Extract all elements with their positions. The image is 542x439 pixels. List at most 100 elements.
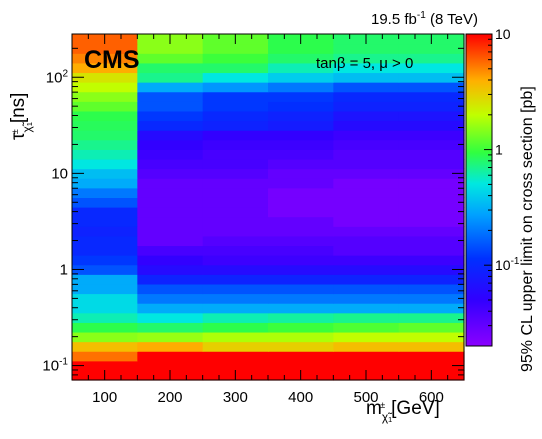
heatmap-cell (268, 110, 334, 122)
y-tick-label: 10 (51, 165, 68, 182)
heatmap-cell (333, 322, 400, 333)
heatmap-cell (268, 158, 334, 170)
heatmap-cell (268, 351, 334, 362)
heatmap-cell (137, 206, 204, 218)
heatmap-cell (398, 312, 465, 323)
heatmap-cell (72, 235, 138, 247)
heatmap-cell (72, 130, 138, 141)
heatmap-cell (268, 101, 334, 112)
heatmap-cell (72, 62, 138, 74)
y-axis-unit: [ns] (8, 93, 29, 124)
heatmap-cell (202, 168, 269, 179)
heatmap-cell (398, 187, 465, 198)
heatmap-cell (333, 331, 400, 343)
heatmap-cell (333, 283, 400, 295)
heatmap-cell (333, 293, 400, 304)
heatmap-cell (202, 312, 269, 323)
heatmap-cell (137, 130, 204, 141)
heatmap-cell (72, 293, 138, 304)
heatmap-cell (202, 101, 269, 112)
heatmap-cell (333, 82, 400, 93)
z-axis-title: 95% CL upper limit on cross section [pb] (519, 86, 536, 372)
heatmap-cell (398, 139, 465, 150)
x-tick-label: 400 (288, 389, 313, 406)
heatmap-cell (137, 255, 204, 266)
heatmap-cell (268, 303, 334, 314)
heatmap-cell (398, 226, 465, 237)
heatmap-cell (268, 245, 334, 256)
heatmap-cell (398, 43, 465, 54)
heatmap-cell (202, 206, 269, 218)
heatmap-cell (72, 178, 138, 189)
heatmap-cell (72, 264, 138, 275)
heatmap-cell (72, 341, 138, 352)
heatmap-cell (202, 43, 269, 54)
heatmap-cell (333, 72, 400, 83)
y-tick-label: 1 (60, 261, 68, 278)
x-tick-label: 600 (419, 389, 444, 406)
heatmap-cell (268, 130, 334, 141)
heatmap-cell (268, 72, 334, 83)
lumi-label: 19.5 fb-1 (8 TeV) (371, 10, 478, 28)
heatmap-cell (333, 274, 400, 285)
heatmap-cell (333, 62, 400, 74)
heatmap-cell (137, 101, 204, 112)
heatmap-cell (268, 235, 334, 247)
y-axis: 10-1 1 10 102 (42, 47, 464, 376)
heatmap-cell (398, 53, 465, 64)
heatmap-cell (72, 255, 138, 266)
heatmap-cell (137, 245, 204, 256)
x-axis-unit: [GeV] (391, 398, 440, 419)
heatmap-cell (398, 101, 465, 112)
heatmap-cell (268, 178, 334, 189)
x-tick-label: 100 (92, 389, 117, 406)
heatmap-cell (202, 72, 269, 83)
heatmap-cell (137, 82, 204, 93)
heatmap-cell (137, 53, 204, 64)
heatmap-cell (202, 274, 269, 285)
heatmap-cell (72, 82, 138, 93)
heatmap-cell (398, 264, 465, 275)
heatmap-cell (137, 322, 204, 333)
y-axis-subscript: χ̃₁ (20, 121, 34, 132)
heatmap-cell (333, 139, 400, 150)
heatmap-cell (268, 91, 334, 102)
heatmap-cell (398, 245, 465, 256)
heatmap-cell (72, 101, 138, 112)
heatmap-cell (333, 101, 400, 112)
heatmap-cell (398, 293, 465, 304)
heatmap-cell (398, 62, 465, 74)
heatmap-cell (268, 293, 334, 304)
heatmap-cell (268, 226, 334, 237)
heatmap-cell (333, 178, 400, 189)
heatmap-cell (333, 53, 400, 64)
heatmap-cells (72, 34, 465, 381)
lumi-exponent: -1 (417, 10, 426, 21)
x-tick-label: 300 (223, 389, 248, 406)
heatmap-cell (72, 91, 138, 102)
heatmap-cell (202, 331, 269, 343)
heatmap-cell (202, 341, 269, 352)
heatmap-cell (268, 206, 334, 218)
x-axis-title: mχ̃₁± [GeV] (366, 398, 440, 424)
heatmap-cell (72, 149, 138, 160)
lumi-energy: (8 TeV) (426, 11, 478, 28)
heatmap-cell (333, 341, 400, 352)
heatmap-cell (202, 130, 269, 141)
heatmap-cell (333, 120, 400, 131)
x-axis-superscript: ± (380, 400, 385, 410)
heatmap-cell (137, 43, 204, 54)
color-scale-axis: 10-1 1 10 (484, 26, 520, 347)
heatmap-cell (72, 139, 138, 150)
x-axis: 100 200 300 400 500 600 (71, 34, 465, 406)
heatmap-cell (202, 158, 269, 170)
heatmap-cell (202, 283, 269, 295)
heatmap-cell (202, 226, 269, 237)
heatmap-cell (268, 274, 334, 285)
heatmap-cell (268, 149, 334, 160)
heatmap-cell (137, 331, 204, 343)
heatmap-cell (137, 293, 204, 304)
heatmap-cell (333, 312, 400, 323)
heatmap-cell (72, 72, 138, 83)
heatmap-cell (398, 255, 465, 266)
